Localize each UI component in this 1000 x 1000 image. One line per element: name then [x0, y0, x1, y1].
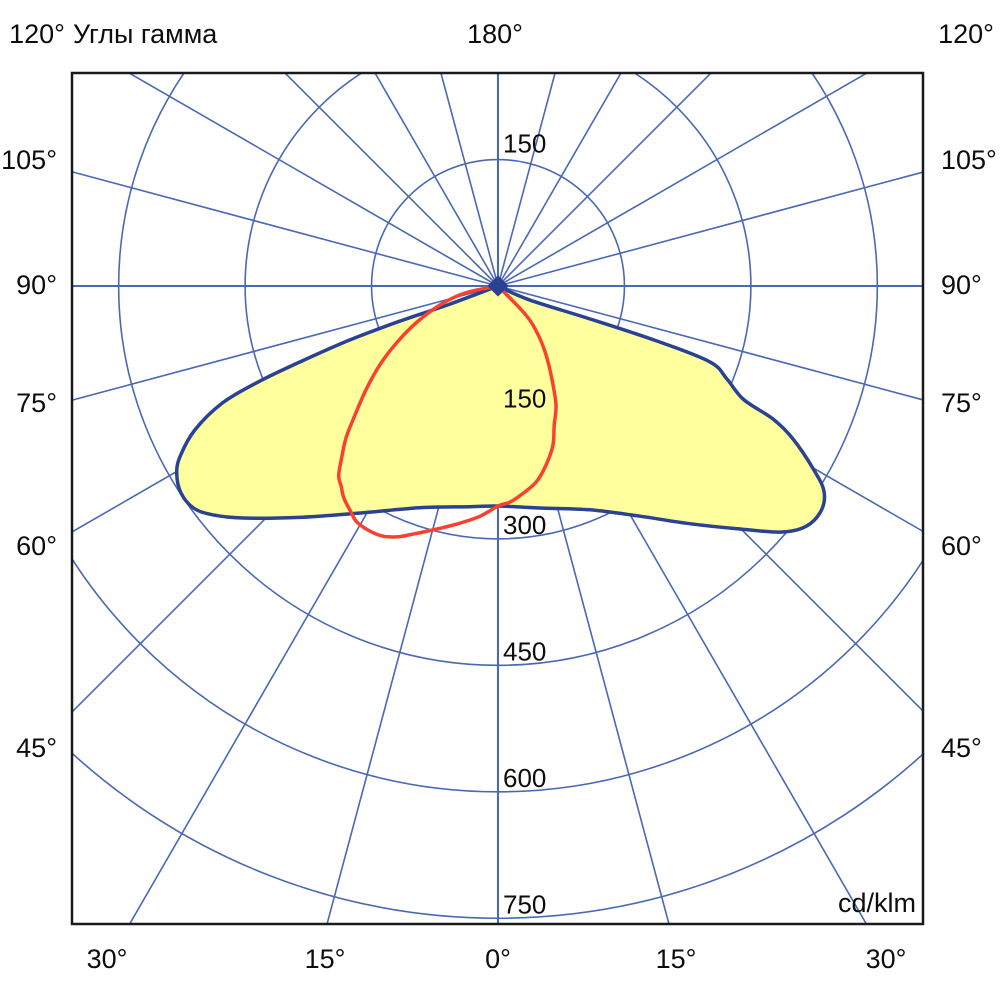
- intensity-ring: [72, 557, 923, 793]
- gamma-angle-label-bottom: 30°: [866, 944, 907, 974]
- ring-label-layer: 150 300 450 600 750 150: [503, 129, 546, 920]
- plot-frame: [70, 71, 925, 926]
- gamma-ray-line: [497, 73, 713, 287]
- intensity-ring: [72, 751, 923, 919]
- intensity-tick-label: 300: [503, 510, 546, 540]
- gamma-ray-line: [283, 73, 499, 287]
- gamma-angle-label-bottom: 15°: [305, 944, 346, 974]
- gamma-angle-label-left: 105°: [1, 145, 57, 175]
- secondary-intensity-curve: [336, 284, 558, 539]
- gamma-ray-line: [440, 73, 499, 287]
- gamma-angle-label-bottom: 30°: [87, 944, 128, 974]
- curves-layer: [174, 284, 827, 539]
- gamma-ray-line: [72, 171, 499, 287]
- outer-label-layer: Углы гамма cd/klm 120° 180° 120° 105° 90° 75°…: [1, 19, 997, 974]
- intensity-tick-label: 600: [503, 763, 546, 793]
- gamma-ray-line: [497, 73, 622, 287]
- gamma-ray-line: [497, 285, 923, 401]
- intensity-tick-label: 450: [503, 636, 546, 666]
- gamma-angle-label-right: 45°: [941, 733, 982, 763]
- gamma-angle-label-right: 60°: [941, 531, 982, 561]
- gamma-angle-label-right: 75°: [941, 388, 982, 418]
- gamma-angle-label-top: 180°: [467, 19, 523, 49]
- intensity-ring: [117, 73, 879, 667]
- gamma-angle-label-left: 75°: [16, 388, 57, 418]
- intensity-tick-label: 150: [503, 129, 546, 159]
- gamma-angle-label-top: 120°: [938, 19, 994, 49]
- gamma-angle-label-bottom: 15°: [656, 944, 697, 974]
- gamma-ray-line: [127, 73, 499, 287]
- gamma-angle-label-right: 90°: [941, 270, 982, 300]
- gamma-ray-line: [497, 171, 923, 287]
- gamma-ray-line: [374, 73, 499, 287]
- filled-intensity-curve: [174, 284, 827, 534]
- gamma-angle-label-left: 90°: [16, 270, 57, 300]
- gamma-angle-label-left: 60°: [16, 531, 57, 561]
- intensity-tick-label: 150: [503, 383, 546, 413]
- gamma-angle-label-bottom: 0°: [485, 944, 511, 974]
- gamma-angle-label-left: 45°: [16, 733, 57, 763]
- gamma-ray-line: [497, 73, 869, 287]
- gamma-ray-line: [497, 73, 556, 287]
- intensity-ring: [244, 73, 752, 540]
- gamma-angle-label-top: 120°: [9, 19, 65, 49]
- unit-label: cd/klm: [838, 888, 916, 918]
- intensity-tick-label: 750: [503, 889, 546, 919]
- chart-title: Углы гамма: [73, 19, 218, 49]
- gamma-angle-label-right: 105°: [941, 145, 997, 175]
